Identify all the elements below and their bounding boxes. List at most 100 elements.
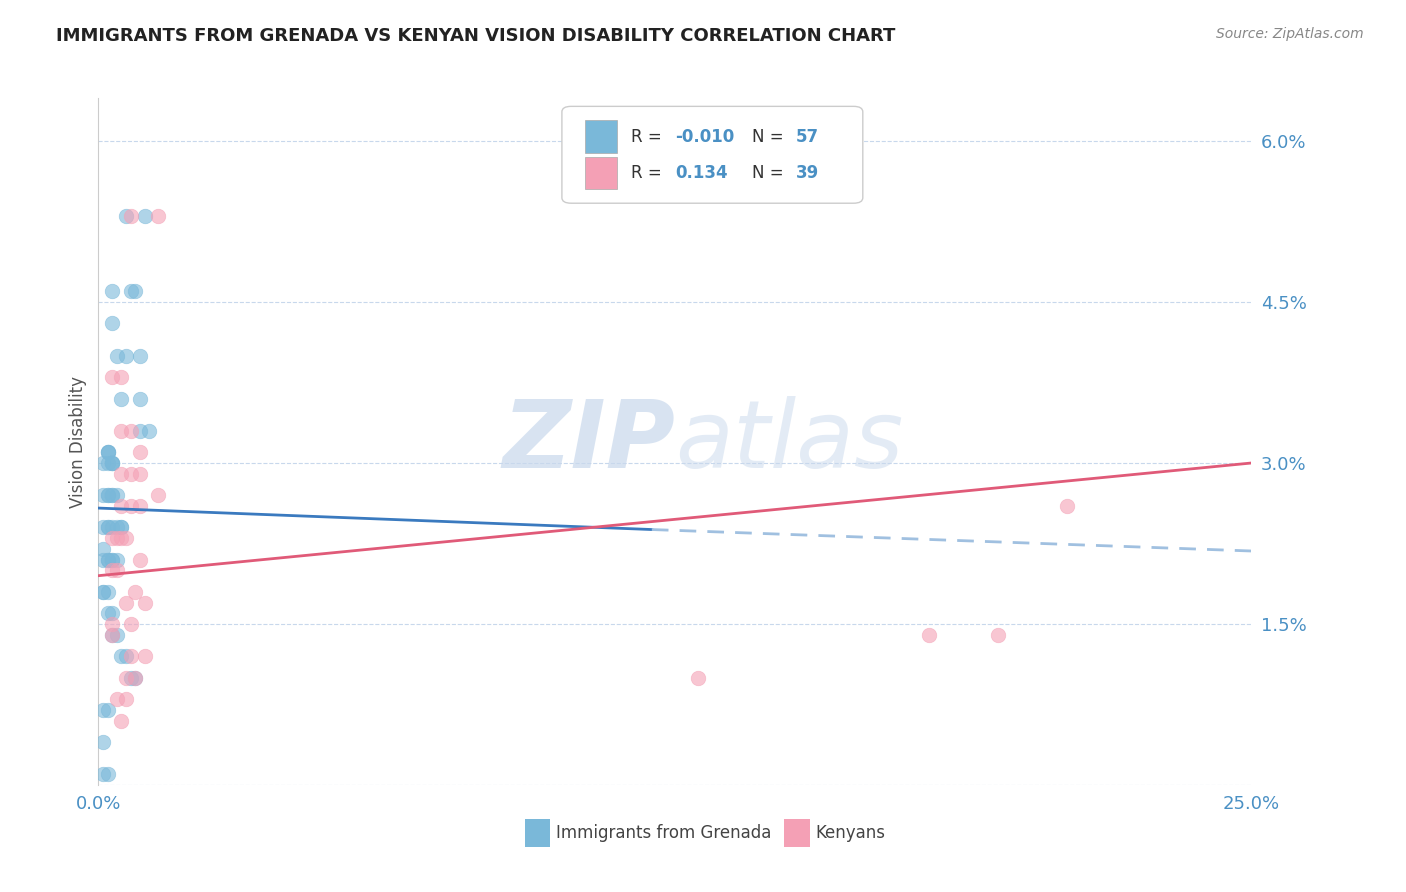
Point [124, 671, 146, 685]
Point [110, 424, 132, 438]
Point [91, 456, 114, 470]
Text: ZIP: ZIP [502, 395, 675, 488]
Point [101, 552, 124, 566]
Point [97, 445, 120, 459]
Point [91, 703, 114, 717]
Point [129, 552, 152, 566]
Point [101, 488, 124, 502]
Point [101, 531, 124, 545]
Point [129, 424, 152, 438]
Point [101, 370, 124, 384]
Point [134, 595, 156, 609]
Text: -0.010: -0.010 [675, 128, 734, 145]
Text: atlas: atlas [675, 396, 903, 487]
Point [97, 552, 120, 566]
Point [97, 456, 120, 470]
Point [987, 628, 1010, 642]
Point [134, 209, 156, 223]
Point [1056, 499, 1078, 513]
Point [110, 499, 132, 513]
FancyBboxPatch shape [562, 106, 863, 203]
Point [105, 692, 128, 706]
Point [101, 628, 124, 642]
Point [101, 563, 124, 577]
Point [120, 617, 142, 632]
Point [97, 520, 120, 534]
Bar [785, 819, 810, 847]
Point [101, 628, 124, 642]
Text: N =: N = [752, 164, 789, 182]
Point [115, 595, 138, 609]
Point [101, 520, 124, 534]
Point [110, 392, 132, 406]
Point [97, 552, 120, 566]
Point [110, 649, 132, 664]
Point [91, 767, 114, 781]
Point [124, 584, 146, 599]
Point [97, 520, 120, 534]
Y-axis label: Vision Disability: Vision Disability [69, 376, 87, 508]
Point [101, 456, 124, 470]
Point [148, 209, 170, 223]
Point [110, 370, 132, 384]
Point [91, 584, 114, 599]
Bar [524, 819, 550, 847]
Point [120, 285, 142, 299]
Point [115, 349, 138, 363]
Point [129, 499, 152, 513]
Point [110, 714, 132, 728]
Point [101, 552, 124, 566]
Point [101, 285, 124, 299]
Point [105, 531, 128, 545]
Point [115, 531, 138, 545]
Point [97, 445, 120, 459]
Point [120, 499, 142, 513]
Point [105, 552, 128, 566]
Point [91, 552, 114, 566]
Point [110, 520, 132, 534]
Text: Source: ZipAtlas.com: Source: ZipAtlas.com [1216, 27, 1364, 41]
Point [101, 607, 124, 621]
Point [917, 628, 939, 642]
Text: Kenyans: Kenyans [815, 824, 886, 842]
Point [101, 617, 124, 632]
Point [91, 520, 114, 534]
Point [115, 692, 138, 706]
Point [91, 541, 114, 556]
Point [129, 467, 152, 481]
Point [115, 671, 138, 685]
Point [105, 520, 128, 534]
Point [129, 445, 152, 459]
Point [120, 467, 142, 481]
Point [101, 317, 124, 331]
Point [101, 456, 124, 470]
Point [124, 671, 146, 685]
Point [91, 584, 114, 599]
Text: Immigrants from Grenada: Immigrants from Grenada [557, 824, 772, 842]
Point [129, 349, 152, 363]
Point [101, 488, 124, 502]
Point [105, 488, 128, 502]
Point [97, 584, 120, 599]
Point [97, 767, 120, 781]
Point [105, 349, 128, 363]
Text: IMMIGRANTS FROM GRENADA VS KENYAN VISION DISABILITY CORRELATION CHART: IMMIGRANTS FROM GRENADA VS KENYAN VISION… [56, 27, 896, 45]
Text: R =: R = [631, 128, 666, 145]
Point [97, 488, 120, 502]
Text: 57: 57 [796, 128, 820, 145]
Point [138, 424, 160, 438]
Point [120, 424, 142, 438]
Point [101, 456, 124, 470]
Point [115, 649, 138, 664]
Point [120, 209, 142, 223]
Point [97, 488, 120, 502]
Point [124, 285, 146, 299]
Point [97, 445, 120, 459]
Point [110, 520, 132, 534]
Point [91, 488, 114, 502]
Text: 0.134: 0.134 [675, 164, 727, 182]
Point [115, 209, 138, 223]
Point [110, 467, 132, 481]
Point [91, 735, 114, 749]
Point [105, 563, 128, 577]
